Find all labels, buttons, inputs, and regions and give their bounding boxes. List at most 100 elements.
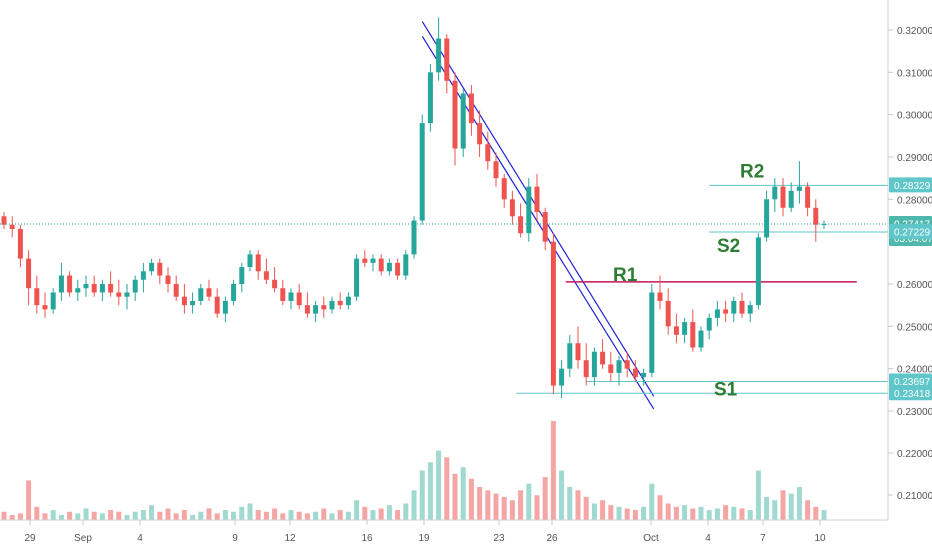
candle-body xyxy=(272,279,278,289)
candle-body xyxy=(436,38,442,73)
candle-body xyxy=(58,275,64,293)
volume-bar xyxy=(222,510,228,520)
volume-bar xyxy=(9,515,15,520)
time-tick-label: 12 xyxy=(284,533,296,544)
candle-body xyxy=(796,186,802,191)
candle-body xyxy=(75,288,81,293)
volume-bar xyxy=(403,503,409,520)
volume-bar xyxy=(362,506,368,520)
candle-body xyxy=(190,300,196,306)
price-tag xyxy=(889,177,932,193)
candle-body xyxy=(362,258,368,263)
volume-bar xyxy=(518,490,524,520)
volume-bar xyxy=(583,496,589,520)
candle-body xyxy=(583,360,589,378)
volume-bar xyxy=(255,510,261,520)
candle-body xyxy=(805,186,811,208)
candle-body xyxy=(247,254,253,268)
candle-body xyxy=(723,309,729,314)
candle-body xyxy=(263,271,269,280)
price-tag-countdown: 03:04:07 xyxy=(894,234,932,245)
volume-bar xyxy=(764,496,770,520)
volume-bar xyxy=(214,513,220,520)
candle-body xyxy=(739,300,745,314)
candle-body xyxy=(780,186,786,208)
candle-body xyxy=(50,292,56,310)
price-tag xyxy=(889,385,932,401)
volume-bar xyxy=(591,503,597,520)
candle-body xyxy=(321,305,327,310)
candle-body xyxy=(755,237,761,306)
price-tick-label: 0.24000 xyxy=(897,365,932,376)
time-tick-label: 9 xyxy=(232,533,238,544)
volume-bar xyxy=(337,510,343,520)
volume-bar xyxy=(124,515,130,520)
candle-body xyxy=(1,216,7,225)
volume-tick-label: 0.22000 xyxy=(897,449,932,460)
candle-body xyxy=(690,322,696,348)
time-tick-label: 4 xyxy=(137,533,143,544)
price-tag xyxy=(889,373,932,389)
volume-bar xyxy=(140,510,146,520)
candle-body xyxy=(477,123,483,145)
volume-bar xyxy=(477,487,483,520)
volume-bar xyxy=(173,513,179,520)
candle-body xyxy=(632,368,638,378)
time-tick-label: 4 xyxy=(705,533,711,544)
volume-bar xyxy=(67,511,73,520)
candle-body xyxy=(493,161,499,179)
volume-bar xyxy=(501,496,507,520)
candle-body xyxy=(518,216,524,234)
candle-body xyxy=(559,368,565,386)
volume-bar xyxy=(542,477,548,520)
candle-body xyxy=(567,343,573,369)
level-lines[interactable] xyxy=(516,184,889,394)
volume-bar xyxy=(116,511,122,520)
volume-bar xyxy=(485,490,491,520)
volume-bar xyxy=(821,510,827,520)
volume-bar xyxy=(739,508,745,520)
volume-bar xyxy=(444,457,450,520)
candle-body xyxy=(714,309,720,318)
candle-body xyxy=(764,199,770,238)
candle-body xyxy=(173,284,179,297)
volume-bar xyxy=(419,470,425,520)
candle-body xyxy=(239,267,245,284)
volume-tick-label: 0.21000 xyxy=(897,491,932,502)
volume-bar xyxy=(550,421,556,520)
volume-bar xyxy=(608,505,614,520)
candle-body xyxy=(34,288,40,306)
candle-body xyxy=(17,228,23,259)
volume-bar xyxy=(91,511,97,520)
volume-bar xyxy=(755,470,761,520)
time-tick-label: 19 xyxy=(418,533,430,544)
volume-bar xyxy=(682,505,688,520)
time-axis[interactable]: 29 Sep 4 9 12 16 19 23 26 Oct 4 7 10 xyxy=(24,520,826,544)
candle-body xyxy=(641,372,647,378)
candle-body xyxy=(624,360,630,369)
candle-body xyxy=(9,224,15,229)
price-tag-label: 0.23418 xyxy=(894,389,931,400)
candle-body xyxy=(222,300,228,314)
candle-body xyxy=(157,262,163,276)
volume-bar xyxy=(231,511,237,520)
volume-bar xyxy=(460,467,466,520)
candle-body xyxy=(149,262,155,272)
price-tags: 0.283290.2741703:04:070.272290.236970.23… xyxy=(889,177,932,401)
time-tick-label: 10 xyxy=(814,533,826,544)
candle-body xyxy=(91,284,97,293)
candle-body xyxy=(255,254,261,272)
volume-bar xyxy=(181,510,187,520)
candle-body xyxy=(600,351,606,365)
volume-bar xyxy=(567,487,573,520)
candle-body xyxy=(550,241,556,386)
candle-body xyxy=(26,258,32,289)
candle-body xyxy=(788,190,794,208)
candle-body xyxy=(288,292,294,301)
volume-bar xyxy=(624,508,630,520)
volume-bar xyxy=(304,513,310,520)
price-axis[interactable]: 0.32000 0.31000 0.30000 0.29000 0.28000 0.260… xyxy=(888,26,932,502)
volume-bar xyxy=(796,487,802,520)
volume-bar xyxy=(772,500,778,520)
